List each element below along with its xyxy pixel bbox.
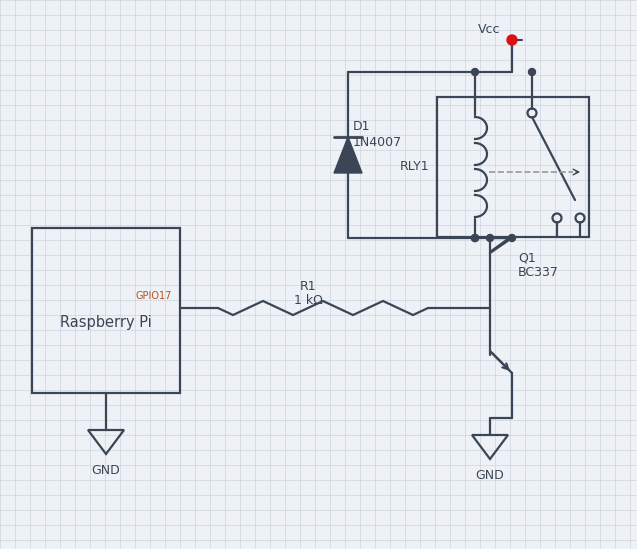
Circle shape bbox=[508, 234, 515, 242]
Circle shape bbox=[471, 69, 478, 76]
Text: Q1: Q1 bbox=[518, 251, 536, 265]
Text: Raspberry Pi: Raspberry Pi bbox=[60, 315, 152, 330]
Text: 1N4007: 1N4007 bbox=[353, 136, 402, 148]
Bar bbox=[437, 97, 589, 237]
Circle shape bbox=[507, 35, 517, 45]
Text: GND: GND bbox=[476, 469, 505, 482]
Circle shape bbox=[471, 234, 478, 242]
Circle shape bbox=[487, 234, 494, 242]
Text: D1: D1 bbox=[353, 120, 371, 133]
Text: 1 kΩ: 1 kΩ bbox=[294, 294, 322, 306]
Circle shape bbox=[529, 69, 536, 76]
Circle shape bbox=[471, 234, 478, 242]
Polygon shape bbox=[334, 137, 362, 173]
Bar bbox=[32, 228, 180, 393]
Text: GPIO17: GPIO17 bbox=[136, 291, 172, 301]
Text: Vcc: Vcc bbox=[478, 23, 500, 36]
Text: RLY1: RLY1 bbox=[399, 160, 429, 173]
Text: R1: R1 bbox=[299, 279, 317, 293]
Text: BC337: BC337 bbox=[518, 266, 559, 279]
Text: GND: GND bbox=[92, 464, 120, 477]
